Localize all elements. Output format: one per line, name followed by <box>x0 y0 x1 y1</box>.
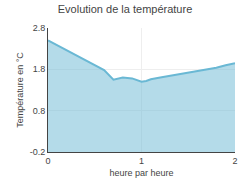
svg-text:-0.2: -0.2 <box>30 147 46 157</box>
svg-text:2: 2 <box>232 156 237 166</box>
svg-text:Evolution de la température: Evolution de la température <box>58 3 193 15</box>
svg-text:2.8: 2.8 <box>33 23 46 33</box>
svg-text:0: 0 <box>45 156 50 166</box>
svg-text:Température en °C: Température en °C <box>15 52 25 128</box>
svg-text:1: 1 <box>139 156 144 166</box>
svg-text:1.8: 1.8 <box>33 64 46 74</box>
svg-text:heure par heure: heure par heure <box>109 168 173 178</box>
svg-text:0.8: 0.8 <box>33 106 46 116</box>
